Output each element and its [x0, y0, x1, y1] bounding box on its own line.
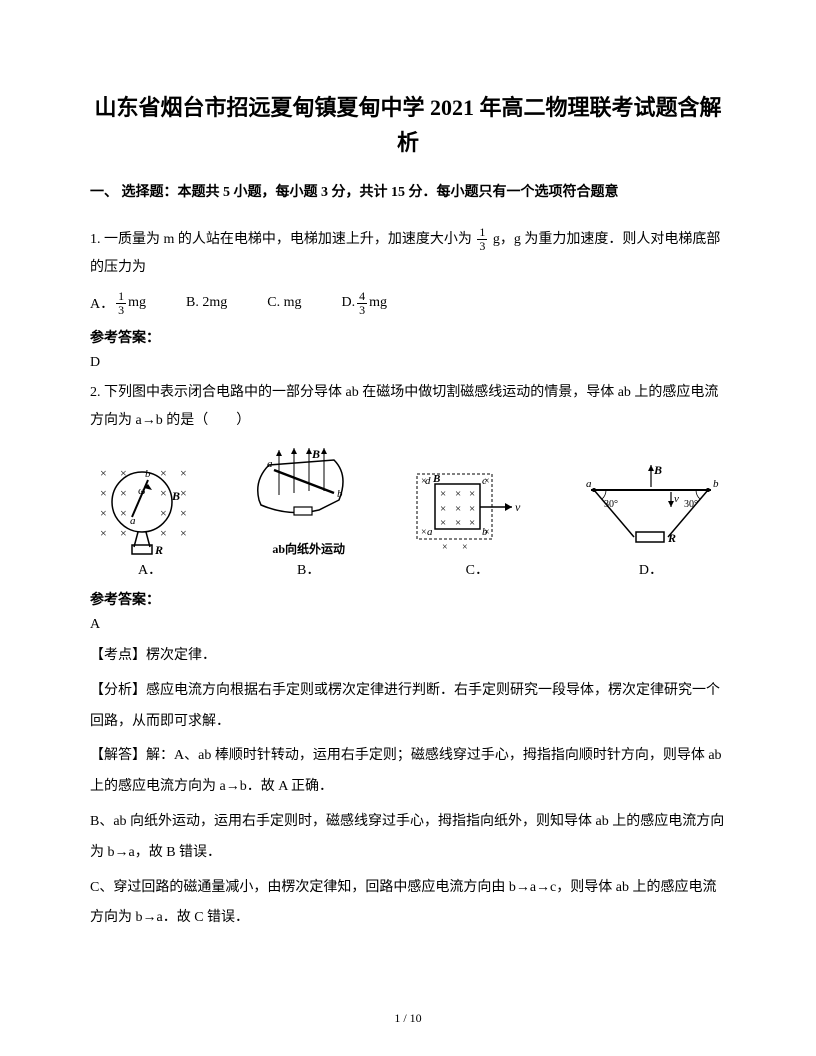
q1-opta-suffix: mg — [128, 295, 146, 311]
q1-opta-fraction: 1 3 — [116, 290, 126, 317]
q1-optd-label: D. — [341, 295, 355, 311]
svg-text:×: × — [180, 506, 187, 520]
svg-text:×: × — [160, 506, 167, 520]
svg-text:×: × — [120, 486, 127, 500]
q1-option-c: C. mg — [267, 295, 301, 311]
svg-text:R: R — [667, 531, 676, 545]
diagram-c: ××× ××× ××× ×× ×× ×× d B c a b v C． — [407, 462, 547, 579]
diagram-c-label: C． — [466, 559, 489, 579]
q2-exp3: 【解答】解：A、ab 棒顺时针转动，运用右手定则；磁感线穿过手心，拇指指向顺时针… — [90, 741, 726, 803]
diagram-b-caption: ab向纸外运动 — [272, 540, 345, 557]
svg-text:a: a — [427, 526, 433, 538]
q2-exp2: 【分析】感应电流方向根据右手定则或楞次定律进行判断．右手定则研究一段导体，楞次定… — [90, 676, 726, 738]
svg-text:×: × — [100, 506, 107, 520]
svg-text:30°: 30° — [684, 499, 698, 510]
q2-exp1: 【考点】楞次定律． — [90, 641, 726, 672]
svg-text:×: × — [469, 503, 475, 515]
q1-optd-fraction: 4 3 — [357, 290, 367, 317]
q1-optd-suffix: mg — [369, 295, 387, 311]
svg-text:a: a — [586, 478, 592, 490]
svg-text:×: × — [455, 488, 461, 500]
q1-frac-den: 3 — [477, 240, 487, 253]
q1-answer-label: 参考答案： — [90, 327, 726, 347]
diagram-b: a b B ab向纸外运动 B． — [239, 445, 379, 579]
svg-text:×: × — [120, 506, 127, 520]
diagram-c-svg: ××× ××× ××× ×× ×× ×× d B c a b v — [407, 462, 547, 557]
svg-text:×: × — [440, 503, 446, 515]
svg-text:×: × — [455, 503, 461, 515]
diagram-a-label: A． — [138, 559, 162, 579]
q2-exp4: B、ab 向纸外运动，运用右手定则时，磁感线穿过手心，拇指指向纸外，则知导体 a… — [90, 807, 726, 869]
svg-text:×: × — [100, 486, 107, 500]
svg-text:×: × — [180, 486, 187, 500]
q1-option-d: D. 4 3 mg — [341, 290, 387, 317]
svg-text:b: b — [482, 526, 488, 538]
svg-text:×: × — [442, 542, 448, 553]
q2-answer: A — [90, 617, 726, 633]
page-number: 1 / 10 — [394, 1011, 421, 1026]
svg-text:b: b — [713, 478, 719, 490]
q2-diagrams: × × × × × × × × × × × × × × × × a b ω B R A． — [90, 445, 726, 579]
q2-exp5: C、穿过回路的磁通量减小，由楞次定律知，回路中感应电流方向由 b→a→c，则导体… — [90, 873, 726, 935]
svg-text:×: × — [100, 466, 107, 480]
svg-text:×: × — [100, 526, 107, 540]
svg-text:R: R — [154, 543, 163, 557]
q1-options: A． 1 3 mg B. 2mg C. mg D. 4 3 mg — [90, 290, 726, 317]
svg-text:a: a — [130, 515, 136, 527]
svg-text:×: × — [180, 466, 187, 480]
q1-prefix: 1. 一质量为 m 的人站在电梯中，电梯加速上升，加速度大小为 — [90, 232, 472, 247]
q1-option-a: A． 1 3 mg — [90, 290, 146, 317]
q1-optd-den: 3 — [357, 304, 367, 317]
diagram-d-svg: B a b v 30° 30° R — [576, 462, 726, 557]
svg-text:×: × — [160, 526, 167, 540]
svg-text:ω: ω — [138, 485, 145, 497]
svg-text:×: × — [462, 542, 468, 553]
svg-text:a: a — [267, 458, 273, 470]
svg-text:B: B — [653, 463, 662, 477]
diagram-b-label: B． — [297, 559, 320, 579]
q1-answer: D — [90, 355, 726, 371]
svg-text:b: b — [337, 488, 343, 500]
diagram-b-svg: a b B — [239, 445, 379, 540]
svg-text:v: v — [674, 493, 679, 505]
diagram-d-label: D． — [639, 559, 663, 579]
svg-text:×: × — [469, 488, 475, 500]
svg-text:b: b — [145, 468, 151, 480]
question-2: 2. 下列图中表示闭合电路中的一部分导体 ab 在磁场中做切割磁感线运动的情景，… — [90, 379, 726, 435]
section-header: 一、 选择题：本题共 5 小题，每小题 3 分，共计 15 分．每小题只有一个选… — [90, 180, 726, 205]
svg-text:×: × — [180, 526, 187, 540]
svg-text:×: × — [455, 517, 461, 529]
svg-text:×: × — [421, 527, 427, 538]
svg-text:v: v — [515, 500, 521, 514]
q1-opta-num: 1 — [116, 290, 126, 304]
svg-text:B: B — [311, 447, 320, 461]
q2-answer-label: 参考答案： — [90, 589, 726, 609]
q1-fraction: 1 3 — [477, 226, 487, 253]
svg-text:×: × — [160, 486, 167, 500]
svg-text:d: d — [425, 475, 431, 487]
svg-text:B: B — [171, 489, 180, 503]
svg-text:B: B — [432, 473, 440, 485]
diagram-d: B a b v 30° 30° R D． — [576, 462, 726, 579]
svg-text:30°: 30° — [604, 499, 618, 510]
q1-frac-num: 1 — [477, 226, 487, 240]
diagram-a-svg: ×××× ×× ×× ×××× ×× ×× a b ω B R — [90, 462, 210, 557]
q1-opta-label: A． — [90, 293, 114, 313]
diagram-a: ×××× ×× ×× ×××× ×× ×× a b ω B R A． — [90, 462, 210, 579]
q1-optd-num: 4 — [357, 290, 367, 304]
svg-text:×: × — [440, 488, 446, 500]
svg-text:c: c — [482, 475, 487, 487]
svg-text:×: × — [440, 517, 446, 529]
q1-opta-den: 3 — [116, 304, 126, 317]
q1-option-b: B. 2mg — [186, 295, 227, 311]
svg-text:×: × — [469, 517, 475, 529]
page-title: 山东省烟台市招远夏甸镇夏甸中学 2021 年高二物理联考试题含解析 — [90, 90, 726, 160]
question-1: 1. 一质量为 m 的人站在电梯中，电梯加速上升，加速度大小为 1 3 g，g … — [90, 226, 726, 282]
